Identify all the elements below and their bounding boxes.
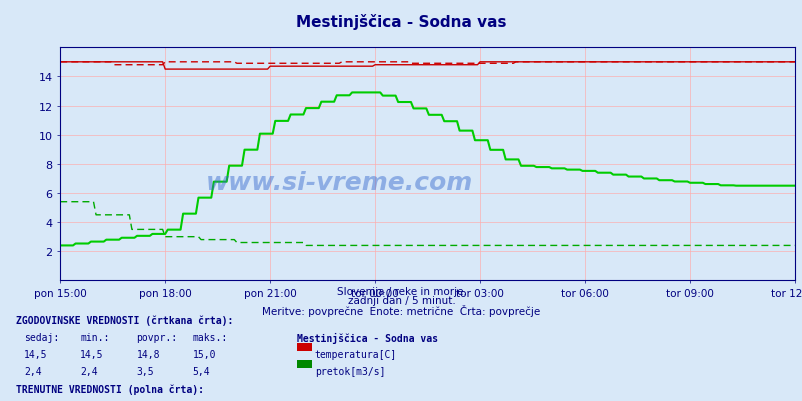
- Text: 3,5: 3,5: [136, 367, 154, 377]
- Text: min.:: min.:: [80, 332, 110, 342]
- Text: 14,5: 14,5: [80, 349, 103, 359]
- Text: Mestinjščica - Sodna vas: Mestinjščica - Sodna vas: [297, 332, 438, 343]
- Text: maks.:: maks.:: [192, 332, 228, 342]
- Text: Slovenija / reke in morje.: Slovenija / reke in morje.: [336, 287, 466, 297]
- Text: povpr.:: povpr.:: [136, 332, 177, 342]
- Text: 14,5: 14,5: [24, 349, 47, 359]
- Text: zadnji dan / 5 minut.: zadnji dan / 5 minut.: [347, 296, 455, 306]
- Text: 2,4: 2,4: [24, 367, 42, 377]
- Text: sedaj:: sedaj:: [24, 332, 59, 342]
- Text: www.si-vreme.com: www.si-vreme.com: [205, 171, 472, 195]
- Text: ZGODOVINSKE VREDNOSTI (črtkana črta):: ZGODOVINSKE VREDNOSTI (črtkana črta):: [16, 315, 233, 325]
- Text: 14,8: 14,8: [136, 349, 160, 359]
- Text: 15,0: 15,0: [192, 349, 216, 359]
- Text: 5,4: 5,4: [192, 367, 210, 377]
- Text: temperatura[C]: temperatura[C]: [314, 349, 396, 359]
- Text: Mestinjščica - Sodna vas: Mestinjščica - Sodna vas: [296, 14, 506, 30]
- Text: 2,4: 2,4: [80, 367, 98, 377]
- Text: TRENUTNE VREDNOSTI (polna črta):: TRENUTNE VREDNOSTI (polna črta):: [16, 384, 204, 394]
- Text: pretok[m3/s]: pretok[m3/s]: [314, 367, 385, 377]
- Text: Meritve: povprečne  Enote: metrične  Črta: povprečje: Meritve: povprečne Enote: metrične Črta:…: [262, 304, 540, 316]
